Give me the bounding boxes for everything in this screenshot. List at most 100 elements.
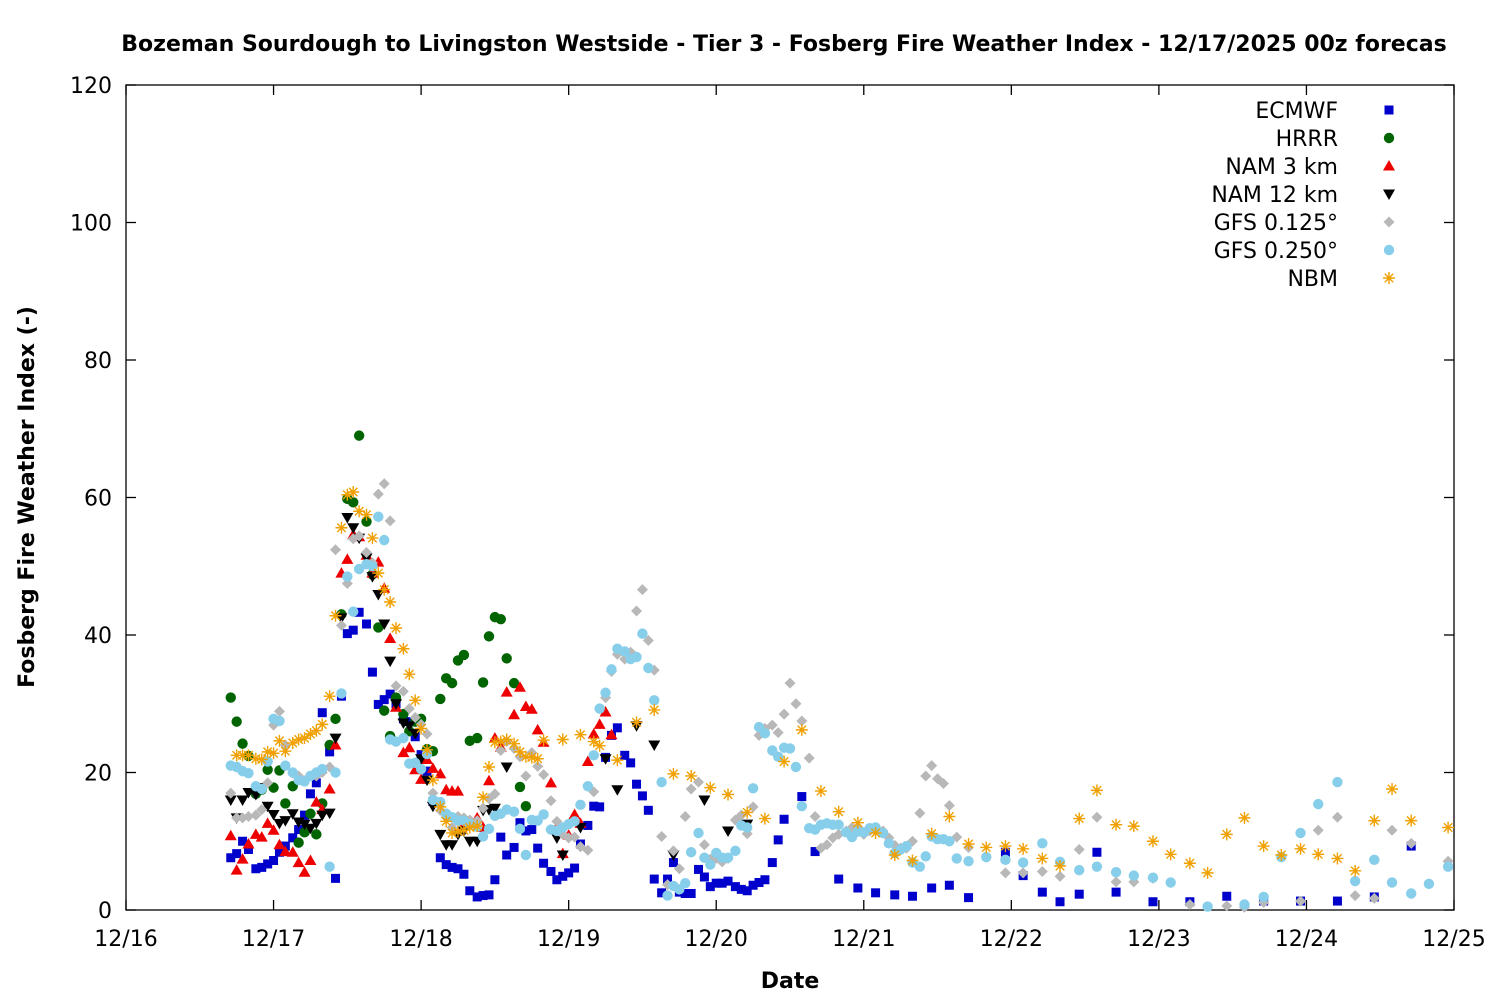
data-point-gfs-0-125 bbox=[477, 802, 489, 814]
data-point-ecmwf bbox=[964, 893, 974, 903]
data-point-nbm bbox=[255, 753, 268, 766]
data-point-nam-12-km bbox=[421, 775, 434, 787]
data-point-gfs-0-250 bbox=[662, 890, 673, 901]
data-point-nam-3-km bbox=[230, 864, 243, 875]
data-point-nbm bbox=[832, 805, 845, 818]
data-point-ecmwf bbox=[533, 843, 543, 853]
data-point-ecmwf bbox=[269, 856, 279, 865]
data-point-nam-12-km bbox=[384, 656, 397, 668]
data-point-gfs-0-125 bbox=[796, 715, 808, 727]
data-point-gfs-0-125 bbox=[242, 811, 254, 822]
data-point-gfs-0-250 bbox=[981, 851, 992, 863]
data-point-gfs-0-250 bbox=[637, 628, 648, 639]
data-point-nam-12-km bbox=[347, 523, 360, 534]
data-point-nam-12-km bbox=[390, 699, 403, 710]
data-point-gfs-0-250 bbox=[520, 849, 532, 861]
data-point-hrrr bbox=[471, 732, 483, 744]
data-point-ecmwf bbox=[637, 791, 647, 801]
data-point-ecmwf bbox=[643, 805, 653, 815]
data-point-gfs-0-250 bbox=[883, 838, 895, 849]
data-point-gfs-0-125 bbox=[766, 719, 778, 731]
data-point-ecmwf bbox=[632, 779, 642, 789]
x-tick-label: 12/25 bbox=[1422, 927, 1485, 952]
data-point-ecmwf bbox=[311, 778, 321, 788]
data-point-gfs-0-250 bbox=[619, 646, 630, 657]
data-point-nbm bbox=[1017, 842, 1030, 855]
data-point-gfs-0-125 bbox=[999, 867, 1011, 879]
data-point-gfs-0-250 bbox=[582, 781, 594, 792]
data-point-nbm bbox=[525, 751, 538, 764]
data-point-nbm bbox=[587, 735, 600, 748]
data-point-ecmwf bbox=[626, 758, 636, 768]
data-point-gfs-0-250 bbox=[790, 761, 802, 773]
data-point-nam-12-km bbox=[304, 823, 317, 835]
data-point-ecmwf bbox=[274, 847, 284, 857]
data-point-nbm bbox=[446, 827, 459, 839]
data-point-nbm bbox=[556, 733, 569, 746]
data-point-gfs-0-125 bbox=[920, 770, 932, 782]
data-point-ecmwf bbox=[331, 873, 341, 883]
data-point-nbm bbox=[347, 486, 360, 498]
data-point-nam-12-km bbox=[267, 809, 280, 821]
data-point-ecmwf bbox=[773, 835, 783, 845]
data-point-nam-3-km bbox=[279, 845, 292, 857]
data-point-gfs-0-250 bbox=[373, 511, 384, 522]
data-point-nam-3-km bbox=[581, 755, 594, 766]
data-point-nbm bbox=[1127, 820, 1140, 833]
data-point-nam-3-km bbox=[426, 762, 439, 773]
data-point-gfs-0-250 bbox=[649, 695, 660, 706]
data-point-gfs-0-125 bbox=[1054, 870, 1066, 882]
data-point-gfs-0-250 bbox=[1091, 861, 1103, 872]
data-point-gfs-0-250 bbox=[796, 800, 808, 812]
data-point-gfs-0-125 bbox=[532, 760, 544, 772]
data-point-ecmwf bbox=[251, 864, 261, 874]
data-point-ecmwf bbox=[385, 689, 395, 699]
data-point-ecmwf bbox=[649, 874, 659, 884]
data-point-gfs-0-250 bbox=[1406, 888, 1417, 899]
legend: ECMWF HRRR NAM 3 km NAM 12 km GFS 0.125° GFS … bbox=[1211, 99, 1395, 292]
data-point-gfs-0-250 bbox=[1017, 857, 1029, 868]
data-point-ecmwf bbox=[552, 875, 562, 885]
data-point-nbm bbox=[1368, 814, 1381, 827]
data-point-ecmwf bbox=[595, 802, 605, 812]
data-point-gfs-0-125 bbox=[582, 844, 594, 856]
data-point-gfs-0-250 bbox=[342, 571, 353, 582]
data-point-gfs-0-250 bbox=[336, 688, 347, 699]
data-point-ecmwf bbox=[515, 818, 525, 828]
data-point-gfs-0-250 bbox=[833, 819, 844, 830]
data-point-gfs-0-125 bbox=[1017, 867, 1029, 879]
data-point-nbm bbox=[273, 734, 286, 747]
data-point-nbm bbox=[366, 532, 379, 545]
data-point-gfs-0-125 bbox=[803, 752, 815, 764]
legend-label-nbm: NBM bbox=[1287, 267, 1338, 292]
x-tick-label: 12/16 bbox=[94, 927, 157, 952]
data-point-gfs-0-125 bbox=[409, 712, 421, 723]
data-point-ecmwf bbox=[1092, 847, 1102, 857]
data-point-hrrr bbox=[348, 497, 359, 508]
data-point-nam-3-km bbox=[568, 808, 581, 819]
legend-marker-gfs-0-125 bbox=[1383, 216, 1395, 228]
data-point-gfs-0-125 bbox=[353, 530, 365, 542]
data-point-ecmwf bbox=[754, 878, 764, 887]
data-point-nam-12-km bbox=[403, 721, 416, 732]
data-point-nbm bbox=[286, 736, 299, 749]
data-point-ecmwf bbox=[583, 820, 593, 830]
data-point-nbm bbox=[574, 728, 587, 741]
data-point-ecmwf bbox=[435, 853, 445, 863]
data-point-gfs-0-250 bbox=[379, 534, 390, 546]
data-point-nam-12-km bbox=[698, 795, 711, 806]
data-point-gfs-0-125 bbox=[403, 703, 415, 715]
data-point-ecmwf bbox=[348, 625, 358, 635]
data-point-nbm bbox=[1405, 814, 1418, 827]
data-point-gfs-0-250 bbox=[1332, 776, 1343, 788]
data-point-nbm bbox=[452, 825, 464, 838]
legend-label-nam-3-km: NAM 3 km bbox=[1225, 155, 1338, 180]
data-point-ecmwf bbox=[1000, 847, 1010, 857]
data-point-gfs-0-125 bbox=[1368, 892, 1380, 904]
x-tick-label: 12/24 bbox=[1275, 927, 1338, 952]
data-point-gfs-0-125 bbox=[1312, 824, 1324, 836]
y-tick-label: 60 bbox=[84, 487, 112, 512]
legend-label-hrrr: HRRR bbox=[1276, 127, 1338, 152]
data-point-nbm bbox=[426, 774, 439, 787]
